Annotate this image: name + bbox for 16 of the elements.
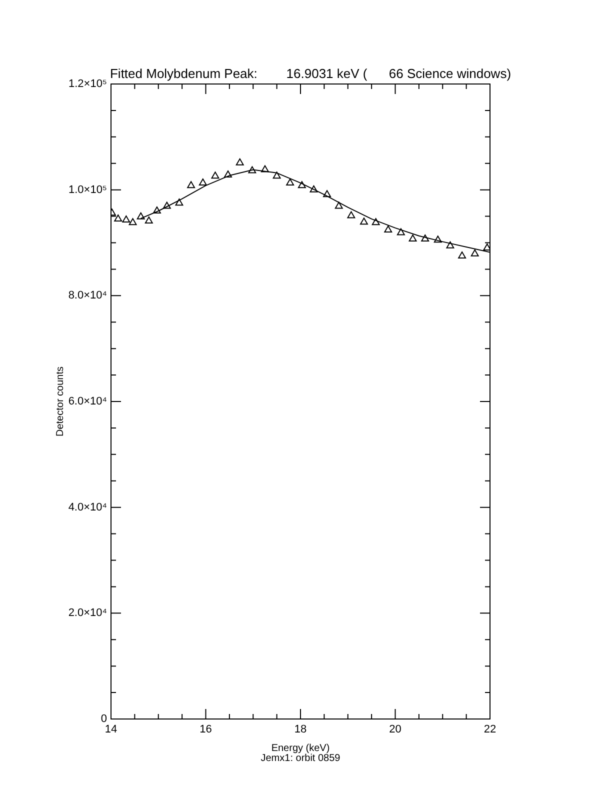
y-tick-label: 8.0×10⁴ [68, 290, 108, 302]
y-tick-label: 2.0×10⁴ [68, 607, 108, 620]
y-tick-label: 6.0×10⁴ [68, 396, 108, 408]
y-tick-label: 0 [100, 713, 107, 726]
y-tick-label: 1.2×10⁵ [68, 78, 107, 90]
x-tick-label: 14 [104, 724, 118, 736]
x-tick-label: 22 [484, 724, 496, 736]
y-tick-label: 4.0×10⁴ [68, 501, 108, 514]
x-tick-label: 18 [294, 724, 307, 736]
y-tick-label: 1.0×10⁵ [68, 184, 107, 196]
x-tick-label: 16 [200, 724, 212, 736]
text: Jemx1: orbit 0859 [260, 753, 341, 764]
chart-title: Fitted Molybdenum Peak: 16.9031 keV ( 66 Science windows) [110, 66, 512, 81]
x-tick-label: 20 [389, 724, 402, 736]
x-axis-title: Energy (keV) [271, 743, 330, 754]
y-axis-title: Detector counts [55, 366, 66, 437]
